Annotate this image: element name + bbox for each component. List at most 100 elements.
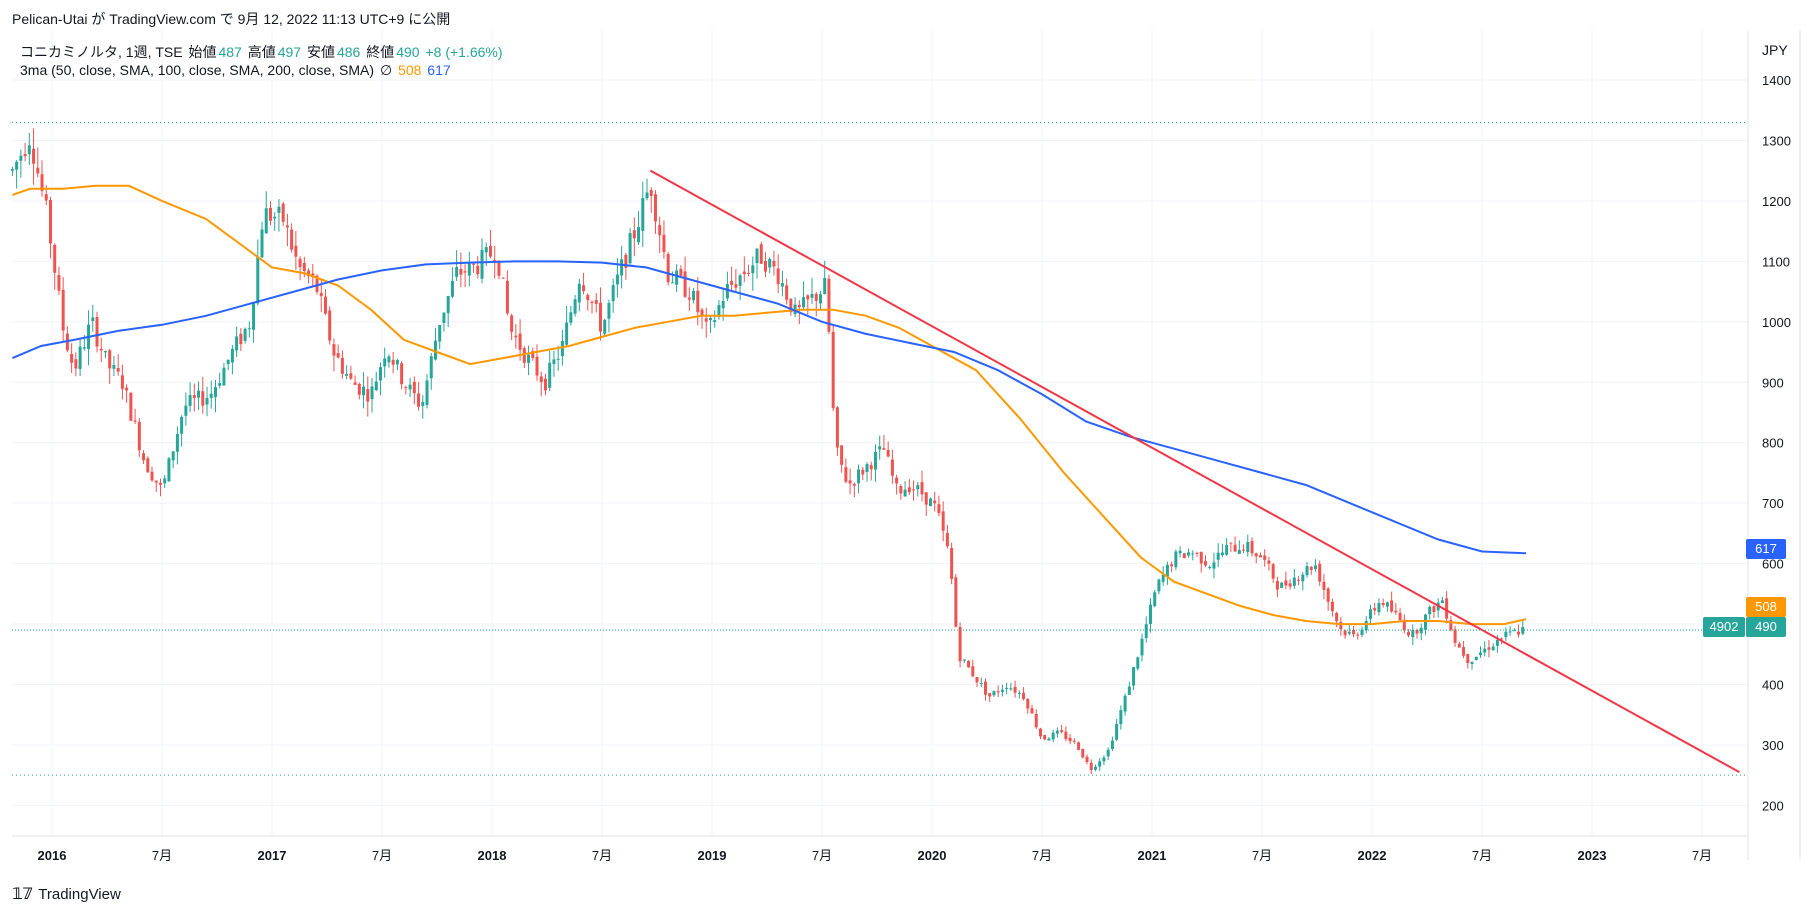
candle-body (649, 190, 653, 196)
candle-body (1360, 629, 1364, 636)
candle-body (150, 471, 154, 481)
candle-body (1077, 742, 1081, 750)
candle-body (1390, 600, 1394, 612)
candle-body (725, 284, 729, 299)
horizontal-levels (12, 121, 1748, 776)
candle-body (539, 376, 543, 383)
candle-body (1368, 609, 1372, 619)
candle-body (95, 317, 99, 347)
candle-body (1500, 638, 1504, 640)
x-tick-label: 7月 (592, 848, 612, 863)
y-tick-label: 1000 (1762, 315, 1791, 330)
open-label: 始値 (188, 44, 217, 60)
candle-body (446, 296, 450, 314)
candle-body (1038, 728, 1042, 737)
candle-body (1102, 757, 1106, 762)
candle-body (768, 258, 772, 268)
candle-body (565, 322, 569, 345)
candle-body (1411, 630, 1415, 638)
candle-body (1288, 583, 1292, 587)
footer-brand[interactable]: 𝟙𝟟 TradingView (12, 884, 121, 904)
candle-body (421, 401, 425, 406)
candle-body (912, 489, 916, 491)
candle-body (455, 267, 459, 277)
candle-body (256, 256, 260, 304)
candle-body (345, 373, 349, 376)
candle-body (789, 298, 793, 313)
candle-body (1060, 730, 1064, 733)
symbol-legend: コニカミノルタ, 1週, TSE 始値 487 高値 497 安値 486 終値 490… (20, 42, 505, 62)
candle-body (514, 335, 518, 338)
candle-body (1195, 552, 1199, 554)
candle-body (886, 449, 890, 457)
candle-body (848, 480, 852, 484)
candle-body (628, 233, 632, 264)
candle-body (1343, 630, 1347, 636)
candle-body (239, 333, 243, 345)
grid (12, 30, 1748, 836)
candle-body (662, 234, 666, 253)
candle-body (53, 244, 57, 273)
candle-body (1110, 740, 1114, 749)
candle-body (840, 445, 844, 465)
candle-body (742, 271, 746, 275)
y-tick-label: 600 (1762, 557, 1784, 572)
candle-body (1208, 566, 1212, 568)
candle-body (370, 386, 374, 400)
candle-body (400, 363, 404, 385)
candle-body (1144, 624, 1148, 639)
candle-body (260, 229, 264, 258)
symbol-info[interactable]: コニカミノルタ, 1週, TSE (20, 44, 183, 60)
open-value: 487 (218, 44, 242, 60)
candle-body (603, 319, 607, 334)
x-tick-label: 7月 (152, 848, 172, 863)
candle-body (1415, 630, 1419, 634)
candle-body (285, 225, 289, 228)
candle-body (1267, 560, 1271, 564)
candle-body (641, 197, 645, 231)
candle-body (70, 353, 74, 363)
candle-body (920, 482, 924, 495)
candle-body (209, 393, 213, 398)
candle-body (1398, 612, 1402, 621)
candle-body (294, 245, 298, 257)
candle-body (1322, 581, 1326, 590)
candle-body (687, 297, 691, 300)
candle-body (873, 451, 877, 470)
candle-body (928, 498, 932, 507)
candle-body (907, 487, 911, 493)
candle-body (332, 344, 336, 356)
candle-body (1229, 542, 1233, 544)
candle-body (315, 275, 319, 292)
candle-body (1187, 552, 1191, 556)
candle-body (1280, 582, 1284, 588)
low-value: 486 (336, 44, 361, 60)
candle-body (531, 351, 535, 359)
candle-body (40, 174, 44, 191)
y-tick-label: 400 (1762, 678, 1784, 693)
candle-body (755, 248, 759, 264)
candle-body (1352, 629, 1356, 635)
candle-body (404, 387, 408, 389)
candle-body (954, 577, 958, 627)
high-label: 高値 (247, 44, 276, 60)
candle-body (1119, 710, 1123, 725)
candle-body (1263, 555, 1267, 560)
candle-body (472, 263, 476, 265)
candle-body (340, 357, 344, 374)
candle-body (1064, 731, 1068, 739)
candle-body (362, 386, 366, 396)
candle-body (298, 258, 302, 268)
candle-body (116, 367, 120, 372)
currency-label[interactable]: JPY (1762, 42, 1788, 58)
indicator-name[interactable]: 3ma (50, close, SMA, 100, close, SMA, 20… (20, 62, 375, 78)
candle-body (620, 259, 624, 276)
candle-body (336, 353, 340, 358)
candle-body (213, 387, 217, 398)
candle-body (108, 350, 112, 369)
candle-body (857, 469, 861, 484)
candle-body (1326, 588, 1330, 602)
candle-body (1385, 602, 1389, 607)
candle-body (1292, 577, 1296, 586)
